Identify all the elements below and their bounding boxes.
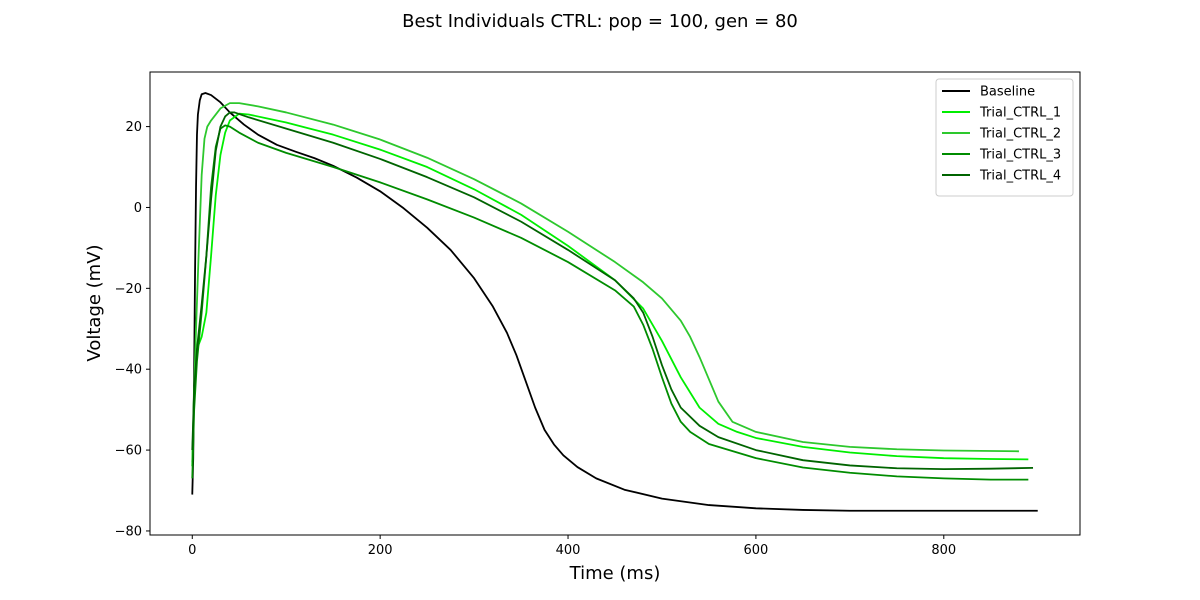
x-tick-label: 600	[743, 543, 768, 558]
legend-label: Baseline	[980, 85, 1035, 100]
x-tick-label: 800	[931, 543, 956, 558]
legend-label: Trial_CTRL_4	[979, 169, 1061, 184]
y-tick-label: 0	[134, 201, 142, 216]
y-axis-title: Voltage (mV)	[84, 244, 105, 361]
legend: Baseline Trial_CTRL_1 Trial_CTRL_2 Trial_CT…	[935, 78, 1074, 197]
y-tick-label: −40	[115, 363, 142, 378]
y-tick-label: 20	[125, 120, 142, 135]
legend-label: Trial_CTRL_3	[979, 148, 1061, 163]
y-tick-label: −80	[115, 524, 142, 539]
plot-frame	[149, 71, 1081, 536]
axes-layer: 0 200 400 600 800 −80 −60 −40 −20 0 20	[115, 71, 1081, 558]
series-line-trial-ctrl-3	[191, 124, 1029, 481]
legend-label: Trial_CTRL_2	[979, 127, 1061, 142]
legend-label: Trial_CTRL_1	[979, 106, 1061, 121]
x-axis-title: Time (ms)	[569, 563, 661, 584]
x-tick-label: 0	[188, 543, 196, 558]
series-line-trial-ctrl-1	[191, 112, 1029, 467]
chart-title: Best Individuals CTRL: pop = 100, gen = …	[402, 11, 798, 32]
legend-box	[935, 78, 1074, 197]
series-line-baseline	[191, 92, 1038, 512]
y-tick-label: −20	[115, 282, 142, 297]
series-line-trial-ctrl-4	[191, 111, 1034, 470]
series-layer	[191, 92, 1038, 512]
x-tick-label: 200	[368, 543, 393, 558]
y-tick-label: −60	[115, 444, 142, 459]
series-line-trial-ctrl-2	[191, 102, 1019, 463]
x-tick-label: 400	[556, 543, 581, 558]
